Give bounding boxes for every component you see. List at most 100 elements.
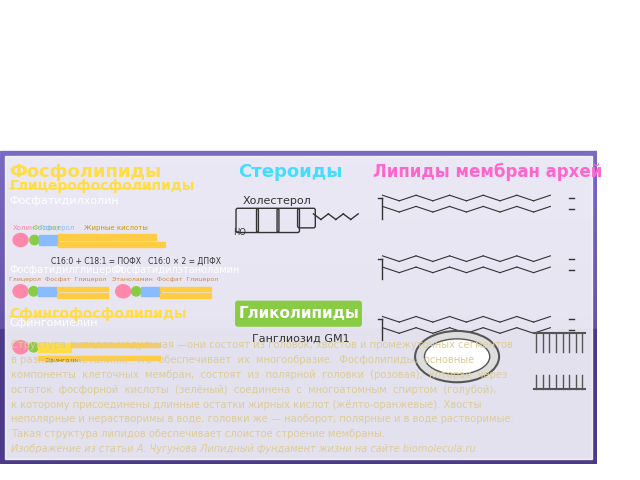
Bar	[0, 208, 597, 211]
Text: Структура липидов модульная —они состоят из головок, хвостов и промежуточных сег: Структура липидов модульная —они состоят…	[11, 340, 513, 350]
Bar	[0, 420, 597, 423]
Text: к которому присоединены длинные остатки жирных кислот (жёлто-оранжевые). Хвосты: к которому присоединены длинные остатки …	[11, 399, 482, 409]
Text: в разных  сочетаниях,  что  обеспечивает  их  многообразие.  Фосфолипиды,  основ: в разных сочетаниях, что обеспечивает их…	[11, 355, 474, 365]
Bar	[0, 270, 597, 273]
Bar	[0, 411, 597, 414]
Bar	[0, 198, 597, 202]
Bar	[0, 186, 597, 189]
Text: Изображение из статьи А. Чугунова Липидный фундамент жизни на сайте biomolecula.: Изображение из статьи А. Чугунова Липидн…	[11, 444, 476, 454]
Bar	[0, 276, 597, 279]
Text: Холин: Холин	[13, 225, 36, 231]
Bar	[0, 451, 597, 455]
Bar	[0, 320, 597, 323]
Ellipse shape	[424, 339, 490, 374]
Text: Этаноламин  Фосфат  Глицерол: Этаноламин Фосфат Глицерол	[112, 277, 218, 282]
Bar	[0, 151, 597, 155]
Bar	[0, 361, 597, 364]
Bar	[0, 448, 597, 451]
Bar	[0, 376, 597, 380]
Bar	[0, 248, 597, 252]
Bar	[0, 348, 597, 351]
Bar	[0, 227, 597, 229]
Text: Глицерол: Глицерол	[39, 225, 74, 231]
Bar	[0, 245, 597, 248]
Bar	[0, 439, 597, 442]
Bar	[0, 445, 597, 448]
Bar	[38, 343, 71, 352]
Ellipse shape	[415, 331, 499, 382]
Bar	[0, 286, 597, 289]
Bar	[0, 279, 597, 283]
Bar	[0, 214, 597, 217]
Ellipse shape	[29, 343, 38, 352]
Bar	[0, 370, 597, 373]
Bar	[0, 236, 597, 239]
Bar	[0, 392, 597, 395]
Text: неполярные и нерастворимы в воде, головки же — наоборот, полярные и в воде раств: неполярные и нерастворимы в воде, головк…	[11, 414, 514, 424]
Ellipse shape	[13, 285, 28, 298]
Bar	[39, 235, 58, 245]
Bar	[0, 355, 597, 358]
Bar	[0, 398, 597, 401]
Bar	[0, 289, 597, 292]
Bar	[71, 343, 159, 347]
Bar	[0, 173, 597, 176]
Bar	[0, 461, 597, 464]
Bar	[0, 167, 597, 170]
Bar	[159, 293, 211, 298]
Bar	[0, 164, 597, 167]
Bar	[141, 287, 159, 296]
Bar	[0, 192, 597, 195]
Ellipse shape	[29, 287, 38, 296]
Text: Холестерол: Холестерол	[243, 196, 311, 206]
Bar	[0, 367, 597, 370]
Bar	[0, 304, 597, 308]
Bar	[0, 342, 597, 345]
Ellipse shape	[13, 233, 28, 247]
Bar	[0, 155, 597, 157]
Bar	[0, 457, 597, 461]
Bar	[0, 176, 597, 180]
Text: Сфингозин: Сфингозин	[45, 359, 82, 363]
Bar	[0, 292, 597, 295]
Text: компоненты  клеточных  мембран,  состоят  из  полярной  головки  (розовая),  кот: компоненты клеточных мембран, состоят из…	[11, 370, 508, 380]
Text: Глицерофосфолипиды: Глицерофосфолипиды	[10, 180, 195, 193]
Bar	[0, 254, 597, 258]
Bar	[0, 432, 597, 436]
Bar	[0, 252, 597, 254]
Bar	[0, 345, 597, 348]
Bar	[0, 373, 597, 376]
Text: Гликолипиды: Гликолипиды	[238, 306, 359, 321]
Bar	[0, 339, 597, 342]
Ellipse shape	[13, 341, 28, 354]
Bar	[0, 329, 597, 333]
Bar	[159, 287, 211, 291]
Bar	[0, 430, 597, 432]
Bar	[0, 204, 597, 208]
Ellipse shape	[30, 235, 39, 245]
Bar	[0, 333, 597, 336]
Bar	[0, 170, 597, 173]
Bar	[0, 242, 597, 245]
Text: Фосфатидилэтаноламин: Фосфатидилэтаноламин	[112, 265, 239, 276]
Bar	[0, 261, 597, 264]
Text: Фосфатидилхолин: Фосфатидилхолин	[10, 196, 119, 206]
Bar	[0, 189, 597, 192]
Bar	[0, 323, 597, 326]
Bar	[4, 156, 593, 459]
Ellipse shape	[116, 285, 131, 298]
Bar	[0, 298, 597, 301]
Text: Липиды мембран архей: Липиды мембран архей	[373, 163, 602, 181]
Bar	[0, 423, 597, 426]
Bar	[58, 234, 156, 240]
Text: Жирные кислоты: Жирные кислоты	[84, 225, 148, 231]
Bar	[0, 223, 597, 227]
Text: Глицерол  Фосфат  Глицерол: Глицерол Фосфат Глицерол	[10, 277, 107, 282]
Bar	[0, 317, 597, 320]
Bar	[0, 364, 597, 367]
Bar	[0, 180, 597, 182]
Bar	[0, 408, 597, 411]
Bar	[0, 202, 597, 204]
Bar	[38, 287, 57, 296]
FancyBboxPatch shape	[235, 300, 362, 327]
